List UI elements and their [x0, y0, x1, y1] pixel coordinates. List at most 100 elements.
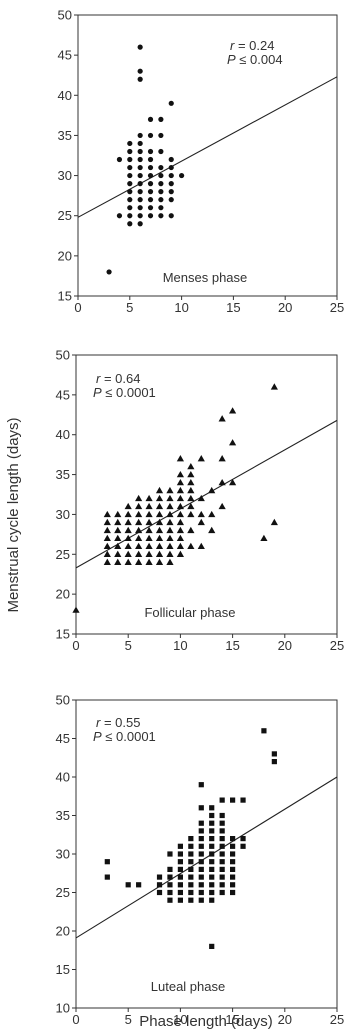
data-point — [147, 172, 154, 179]
data-point — [230, 843, 236, 849]
data-point — [240, 836, 246, 842]
data-point — [72, 606, 80, 613]
data-point — [219, 889, 225, 896]
y-tick-label: 30 — [56, 507, 70, 522]
data-point — [219, 797, 225, 803]
data-point — [188, 882, 194, 888]
data-point — [240, 797, 246, 803]
data-point — [209, 820, 215, 826]
x-tick-label: 5 — [125, 638, 132, 653]
data-point — [137, 148, 143, 155]
data-point — [188, 843, 194, 849]
data-point — [209, 859, 215, 865]
data-point — [229, 439, 237, 446]
data-point — [187, 470, 195, 478]
data-point — [218, 415, 226, 422]
data-point — [176, 494, 184, 502]
p-value: ≤ 0.0001 — [102, 385, 156, 400]
data-point — [167, 866, 173, 872]
data-point — [261, 728, 267, 734]
data-point — [166, 542, 174, 550]
y-tick-label: 20 — [56, 587, 70, 602]
data-point — [156, 889, 163, 896]
data-point — [167, 851, 173, 857]
x-tick-label: 0 — [74, 300, 81, 315]
data-point — [230, 882, 236, 888]
data-point — [147, 116, 154, 122]
data-point — [127, 164, 133, 171]
data-point — [137, 164, 143, 171]
data-point — [219, 843, 225, 849]
data-point — [166, 558, 174, 565]
data-point — [137, 213, 143, 219]
data-point — [209, 874, 215, 880]
x-tick-label: 25 — [330, 638, 344, 653]
plot-frame — [75, 699, 338, 1009]
data-point — [127, 221, 133, 227]
data-point — [166, 510, 174, 518]
data-point — [229, 407, 237, 414]
y-tick-label: 35 — [56, 467, 70, 482]
data-point — [156, 882, 163, 888]
data-point — [158, 213, 164, 219]
data-point — [197, 494, 205, 502]
p-symbol: P — [93, 729, 102, 744]
data-point — [209, 828, 215, 834]
chart-panel-2: 0 5 10 15 20 25 15 20 25 30 35 40 45 50 r = 0.64P ≤ 0.… — [56, 348, 344, 654]
plot-frame — [77, 14, 338, 297]
x-tick-label: 20 — [278, 1012, 292, 1027]
data-point — [198, 851, 204, 857]
regression-line — [75, 419, 338, 569]
data-point — [198, 805, 204, 811]
r-symbol: r — [96, 715, 101, 730]
y-tick-label: 35 — [56, 808, 70, 823]
data-point — [127, 140, 133, 147]
data-point — [176, 550, 184, 557]
data-point — [147, 189, 154, 195]
data-point — [198, 874, 204, 880]
data-point — [176, 510, 184, 518]
data-point — [270, 383, 278, 390]
data-point — [176, 486, 184, 494]
data-point — [177, 897, 183, 903]
r-value: = 0.24 — [234, 38, 274, 53]
data-point — [127, 148, 133, 155]
data-point — [155, 534, 164, 542]
x-tick-label: 5 — [125, 1012, 132, 1027]
data-point — [197, 455, 205, 462]
data-point — [209, 889, 215, 896]
data-point — [168, 100, 174, 106]
phase-label: Menses phase — [163, 270, 248, 285]
data-point — [167, 897, 173, 903]
data-point — [103, 550, 111, 557]
data-point — [168, 189, 174, 195]
data-point — [127, 189, 133, 195]
data-point — [116, 213, 123, 219]
data-point — [209, 836, 215, 842]
data-point — [114, 542, 122, 550]
data-point — [177, 889, 183, 896]
data-point — [147, 164, 154, 171]
y-tick-label: 40 — [56, 427, 70, 442]
data-point — [135, 550, 143, 557]
data-point — [135, 502, 143, 510]
data-point — [135, 534, 143, 542]
x-tick-label: 10 — [173, 638, 187, 653]
data-point — [127, 156, 133, 163]
data-point — [145, 550, 153, 557]
data-point — [124, 510, 132, 518]
data-point — [179, 172, 185, 179]
data-point — [135, 510, 143, 518]
data-point — [177, 882, 183, 888]
data-point — [209, 851, 215, 857]
p-value: ≤ 0.004 — [236, 52, 283, 67]
data-point — [176, 478, 184, 486]
data-point — [187, 486, 195, 494]
x-tick-label: 25 — [330, 1012, 344, 1027]
data-point — [137, 181, 143, 187]
y-tick-label: 15 — [56, 627, 70, 642]
data-point — [124, 542, 132, 550]
data-point — [145, 558, 153, 565]
data-point — [137, 132, 143, 139]
data-point — [187, 494, 195, 502]
